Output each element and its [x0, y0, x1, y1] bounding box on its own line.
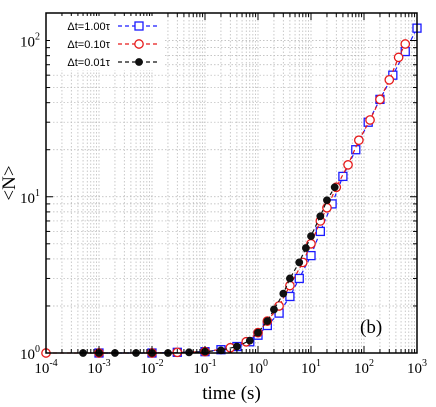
- legend-marker: [134, 39, 144, 49]
- data-point: [263, 317, 272, 326]
- x-tick-label: 101: [301, 358, 321, 377]
- legend-label: Δt=0.10τ: [67, 39, 110, 51]
- data-point: [323, 196, 331, 205]
- legend-label: Δt=1.00τ: [67, 21, 110, 33]
- y-tick-label: 102: [20, 32, 40, 51]
- data-point: [294, 273, 304, 284]
- data-point: [286, 274, 294, 283]
- data-point: [365, 115, 375, 125]
- x-tick-label: 10-3: [87, 358, 110, 377]
- y-tick-label: 100: [20, 344, 40, 363]
- tick-labels: 10-4 10-3 10-2 10-1 100 101 102 103 100 101 102: [20, 32, 427, 377]
- y-tick-label: 101: [20, 188, 40, 207]
- data-point: [384, 75, 395, 85]
- data-point: [307, 232, 315, 241]
- legend-box: [50, 16, 165, 70]
- legend-entry: Δt=0.10τ: [67, 39, 160, 51]
- data-point: [343, 160, 353, 170]
- data-point: [400, 39, 411, 49]
- data-point: [285, 291, 295, 302]
- data-point: [354, 135, 364, 146]
- data-point: [285, 280, 295, 291]
- legend-marker: [134, 21, 144, 31]
- legend-label: Δt=0.01τ: [67, 57, 110, 69]
- data-point: [322, 202, 332, 213]
- panel-label: (b): [360, 317, 382, 338]
- data-point: [279, 289, 288, 298]
- legend-entry: Δt=1.00τ: [67, 21, 160, 33]
- x-tick-label: 10-1: [193, 358, 216, 377]
- legend-marker: [135, 58, 143, 66]
- data-point: [270, 305, 278, 314]
- x-tick-label: 103: [407, 358, 427, 377]
- x-axis-title: time (s): [202, 383, 261, 404]
- x-tick-label: 102: [354, 358, 374, 377]
- data-point: [338, 171, 348, 182]
- data-point: [245, 336, 254, 345]
- data-point: [315, 226, 325, 237]
- x-tick-label: 10-2: [140, 358, 163, 377]
- series-line: [46, 43, 406, 354]
- x-tick-label: 100: [248, 358, 268, 377]
- data-point: [393, 52, 404, 63]
- data-point: [233, 342, 241, 351]
- x-tick-label: 10-4: [34, 358, 57, 377]
- data-point: [306, 250, 316, 261]
- series-line: [99, 27, 418, 354]
- data-point: [375, 94, 385, 105]
- plot-frame: [45, 12, 418, 354]
- data-point: [301, 244, 310, 252]
- y-axis-title: <N>: [0, 165, 20, 200]
- data-point: [254, 328, 262, 337]
- legend: Δt=1.00τ Δt=0.10τ Δt=0.01τ: [50, 16, 165, 70]
- legend-entry: Δt=0.01τ: [67, 57, 160, 69]
- data-point: [316, 212, 325, 221]
- data-point: [330, 183, 339, 192]
- data-point: [295, 258, 304, 267]
- data-point: [351, 145, 361, 155]
